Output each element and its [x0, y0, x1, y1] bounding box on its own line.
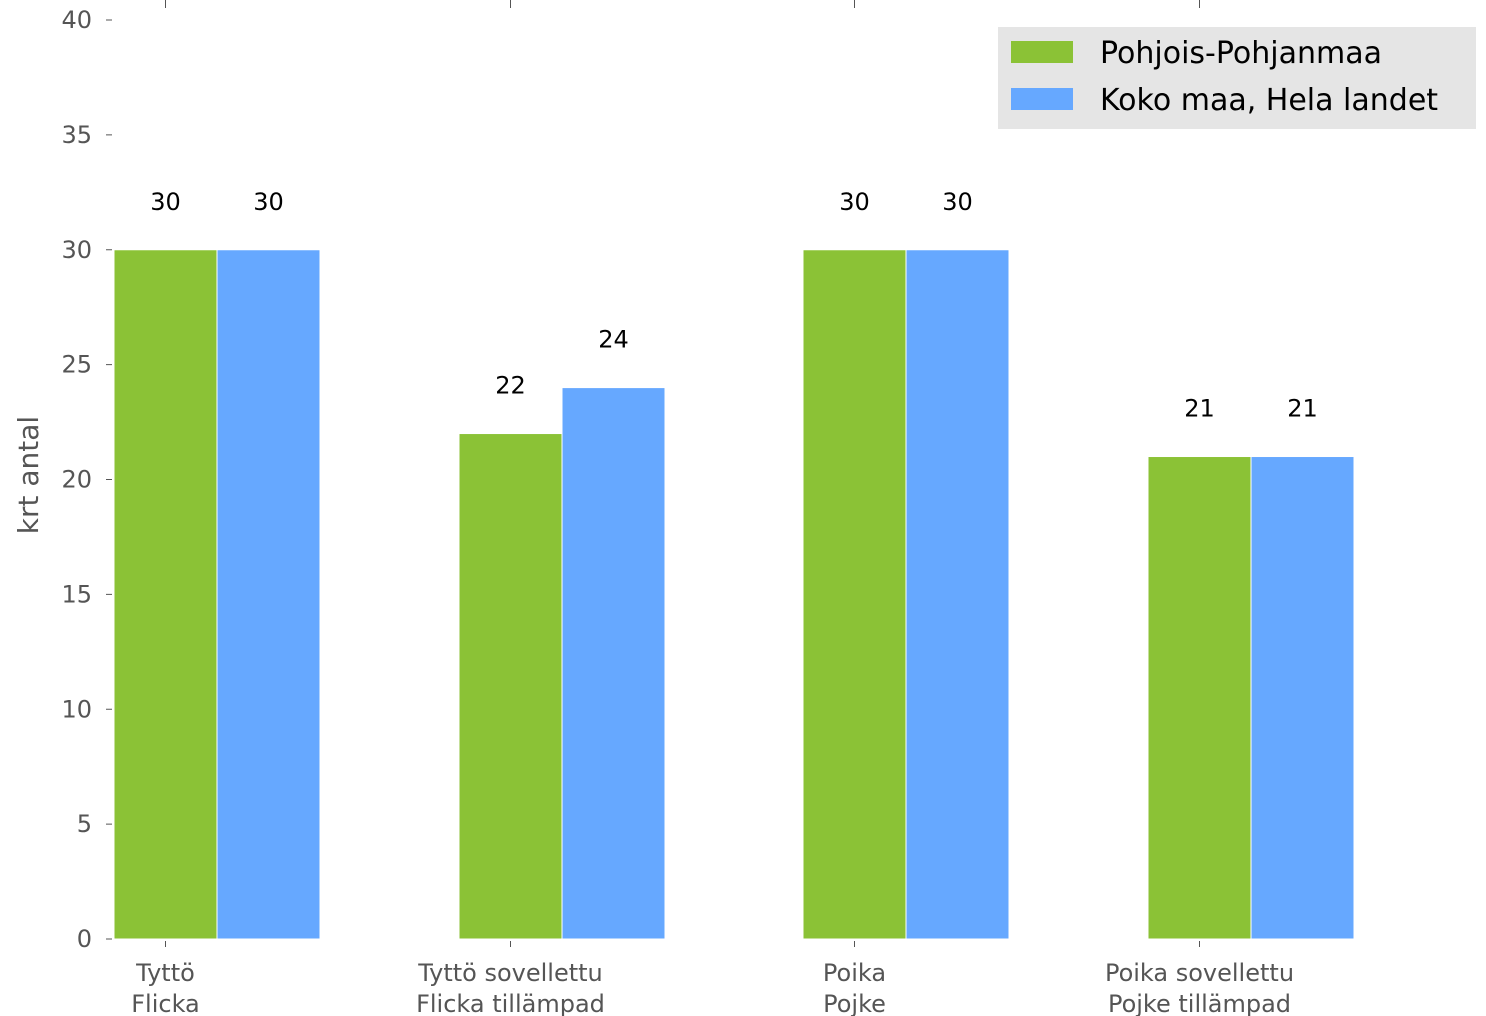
- bar-value-label: 21: [1184, 395, 1215, 423]
- y-tick-label: 40: [61, 6, 92, 34]
- bar: [216, 249, 321, 940]
- x-category-label: Poika: [823, 959, 886, 987]
- bar-value-label: 30: [253, 188, 284, 216]
- bar-value-label: 24: [598, 326, 629, 354]
- bar-value-label: 21: [1287, 395, 1318, 423]
- bar-value-label: 22: [495, 372, 526, 400]
- bar-value-label: 30: [150, 188, 181, 216]
- legend-label-koko-maa: Koko maa, Hela landet: [1100, 83, 1438, 118]
- x-category-label: Pojke: [823, 990, 886, 1016]
- y-tick-label: 15: [61, 580, 92, 608]
- x-category-label: Pojke tillämpad: [1108, 990, 1291, 1016]
- bar-value-label: 30: [942, 188, 973, 216]
- y-axis: 0 5 10 15 20 25 30 35 40: [61, 6, 112, 953]
- y-tick-label: 0: [77, 925, 92, 953]
- x-category-label: Flicka tillämpad: [416, 990, 605, 1016]
- y-tick-label: 30: [61, 236, 92, 264]
- bar-value-labels: 30 22 30 21 30 24 30 21: [150, 188, 1318, 423]
- bar: [561, 387, 666, 940]
- bar: [802, 249, 907, 940]
- bar-value-label: 30: [839, 188, 870, 216]
- bars: [113, 249, 1355, 940]
- legend: Pohjois-Pohjanmaa Koko maa, Hela landet: [998, 27, 1476, 129]
- y-tick-label: 10: [61, 695, 92, 723]
- bar: [113, 249, 218, 940]
- x-category-label: Flicka: [131, 990, 200, 1016]
- y-tick-label: 25: [61, 351, 92, 379]
- y-tick-label: 35: [61, 121, 92, 149]
- legend-swatch-koko-maa: [1011, 88, 1073, 110]
- bar: [905, 249, 1010, 940]
- bar: [458, 433, 563, 940]
- x-category-label: Poika sovellettu: [1105, 959, 1294, 987]
- bar: [1250, 456, 1355, 940]
- x-category-label: Tyttö sovellettu: [417, 959, 603, 987]
- y-tick-label: 20: [61, 466, 92, 494]
- legend-swatch-pohjois-pohjanmaa: [1011, 41, 1073, 63]
- legend-box: [998, 27, 1476, 129]
- x-axis: Tyttö Flicka Tyttö sovellettu Flicka tilläm…: [131, 0, 1294, 1016]
- y-axis-title: krt antal: [12, 416, 45, 534]
- bar: [1147, 456, 1252, 940]
- legend-label-pohjois-pohjanmaa: Pohjois-Pohjanmaa: [1100, 36, 1382, 71]
- x-category-label: Tyttö: [135, 959, 195, 987]
- y-tick-label: 5: [77, 810, 92, 838]
